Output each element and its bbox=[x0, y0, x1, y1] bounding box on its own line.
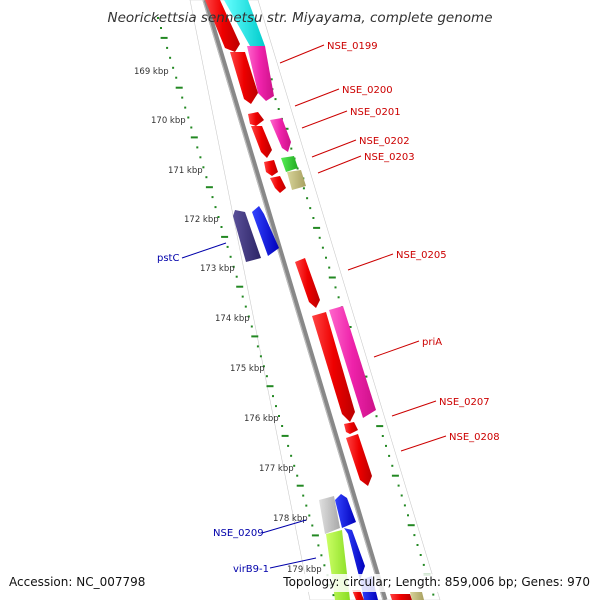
gene-label: NSE_0201 bbox=[350, 107, 401, 118]
gene-arrow[interactable] bbox=[344, 528, 365, 580]
gene-arrow[interactable] bbox=[295, 258, 320, 308]
kbp-label: 178 kbp bbox=[273, 514, 308, 524]
map-title: Neorickettsia sennetsu str. Miyayama, co… bbox=[107, 10, 492, 26]
gene-label: NSE_0208 bbox=[449, 432, 500, 443]
topology-summary: Topology: circular; Length: 859,006 bp; … bbox=[282, 575, 590, 589]
gene-arrow[interactable] bbox=[247, 46, 274, 101]
gene-label: NSE_0209 bbox=[213, 528, 264, 539]
gene-label: priA bbox=[422, 337, 442, 348]
forward-gene-labels: NSE_0199 NSE_0200 NSE_0201 NSE_0202 NSE_… bbox=[279, 41, 500, 452]
gene-label: NSE_0202 bbox=[359, 136, 410, 147]
gene-label: NSE_0200 bbox=[342, 85, 393, 96]
gene-arrow[interactable] bbox=[390, 594, 412, 600]
kbp-label: 171 kbp bbox=[168, 166, 203, 176]
gene-label: NSE_0203 bbox=[364, 152, 415, 163]
gene-arrow[interactable] bbox=[252, 206, 279, 256]
accession-text: Accession: NC_007798 bbox=[9, 575, 145, 589]
gene-arrow[interactable] bbox=[410, 592, 424, 600]
gene-label: NSE_0199 bbox=[327, 41, 378, 52]
kbp-label: 179 kbp bbox=[287, 565, 322, 575]
kbp-label: 173 kbp bbox=[200, 264, 235, 274]
gene-label: virB9-1 bbox=[233, 564, 269, 575]
gene-arrow[interactable] bbox=[352, 590, 364, 600]
gene-arrow[interactable] bbox=[270, 176, 286, 193]
gene-arrow[interactable] bbox=[344, 422, 358, 434]
gene-arrow[interactable] bbox=[264, 160, 278, 176]
forward-strand-genes bbox=[205, 0, 424, 600]
gene-label: pstC bbox=[157, 253, 179, 264]
gene-arrow[interactable] bbox=[233, 210, 261, 262]
kbp-label: 175 kbp bbox=[230, 364, 265, 374]
kbp-label: 172 kbp bbox=[184, 215, 219, 225]
gene-arrow[interactable] bbox=[248, 112, 264, 126]
kbp-labels: 169 kbp 170 kbp 171 kbp 172 kbp 173 kbp … bbox=[134, 67, 322, 575]
gene-arrow[interactable] bbox=[281, 156, 298, 172]
kbp-label: 169 kbp bbox=[134, 67, 169, 77]
gene-arrow[interactable] bbox=[329, 306, 376, 418]
gene-label: NSE_0207 bbox=[439, 397, 490, 408]
kbp-label: 177 kbp bbox=[259, 464, 294, 474]
reverse-strand-genes bbox=[233, 206, 378, 600]
gene-arrow[interactable] bbox=[287, 170, 306, 190]
gene-arrow[interactable] bbox=[346, 434, 372, 486]
kbp-label: 176 kbp bbox=[244, 414, 279, 424]
gene-arrow[interactable] bbox=[335, 494, 356, 528]
gene-arrow[interactable] bbox=[319, 496, 340, 534]
genome-backbone bbox=[202, 0, 388, 600]
gene-arrow[interactable] bbox=[270, 118, 291, 152]
gene-arrow[interactable] bbox=[224, 0, 265, 46]
gene-arrow[interactable] bbox=[230, 52, 258, 104]
gene-arrow[interactable] bbox=[251, 126, 272, 158]
reverse-gene-labels: pstC NSE_0209 virB9-1 bbox=[157, 242, 317, 575]
gene-arrow[interactable] bbox=[205, 0, 240, 52]
footer-backdrop bbox=[0, 574, 600, 592]
gene-arrow[interactable] bbox=[312, 312, 355, 422]
gene-label: NSE_0205 bbox=[396, 250, 447, 261]
kbp-label: 170 kbp bbox=[151, 116, 186, 126]
kbp-label: 174 kbp bbox=[215, 314, 250, 324]
genome-backbone-highlight bbox=[202, 0, 384, 600]
